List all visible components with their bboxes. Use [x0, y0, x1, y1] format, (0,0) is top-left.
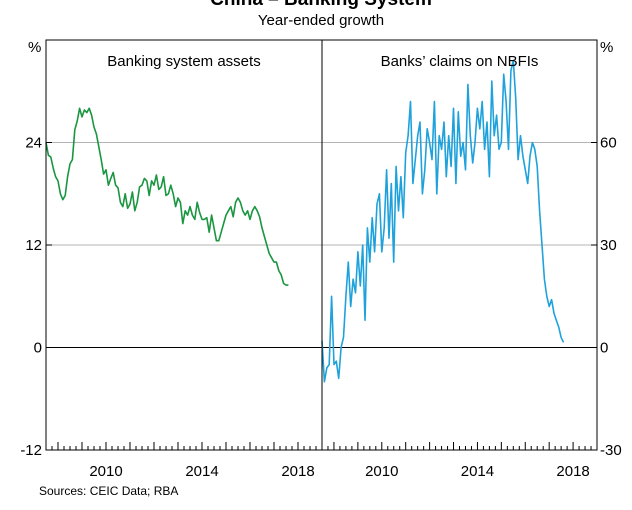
chart-title: China – Banking System [210, 0, 432, 10]
left-y-tick-label: 12 [25, 237, 42, 254]
left-series-line [45, 107, 289, 286]
labels-layer: Banking system assets 2010 2014 2018 24 12 0 -1… [20, 39, 621, 480]
right-x-tick-label: 2010 [365, 463, 398, 480]
right-series-line [321, 59, 565, 383]
left-y-tick-label: -12 [20, 442, 42, 459]
chart-subtitle: Year-ended growth [258, 12, 384, 29]
right-y-tick-label: 60 [600, 135, 617, 152]
source-note: Sources: CEIC Data; RBA [39, 484, 179, 498]
right-x-tick-label: 2014 [461, 463, 494, 480]
right-panel-title: Banks’ claims on NBFIs [381, 53, 539, 70]
right-y-unit-label: % [600, 39, 613, 56]
right-y-tick-label: 30 [600, 237, 617, 254]
left-y-tick-label: 0 [34, 340, 42, 357]
left-x-tick-label: 2010 [89, 463, 122, 480]
right-y-tick-label: -30 [600, 442, 622, 459]
left-y-tick-label: 24 [25, 135, 42, 152]
left-x-tick-label: 2018 [281, 463, 314, 480]
chart-frame [45, 39, 598, 451]
series-layer [45, 59, 565, 383]
left-panel-title: Banking system assets [107, 53, 260, 70]
right-y-tick-label: 0 [600, 340, 608, 357]
left-x-tick-label: 2014 [185, 463, 218, 480]
right-x-tick-label: 2018 [556, 463, 589, 480]
left-y-unit-label: % [28, 39, 41, 56]
